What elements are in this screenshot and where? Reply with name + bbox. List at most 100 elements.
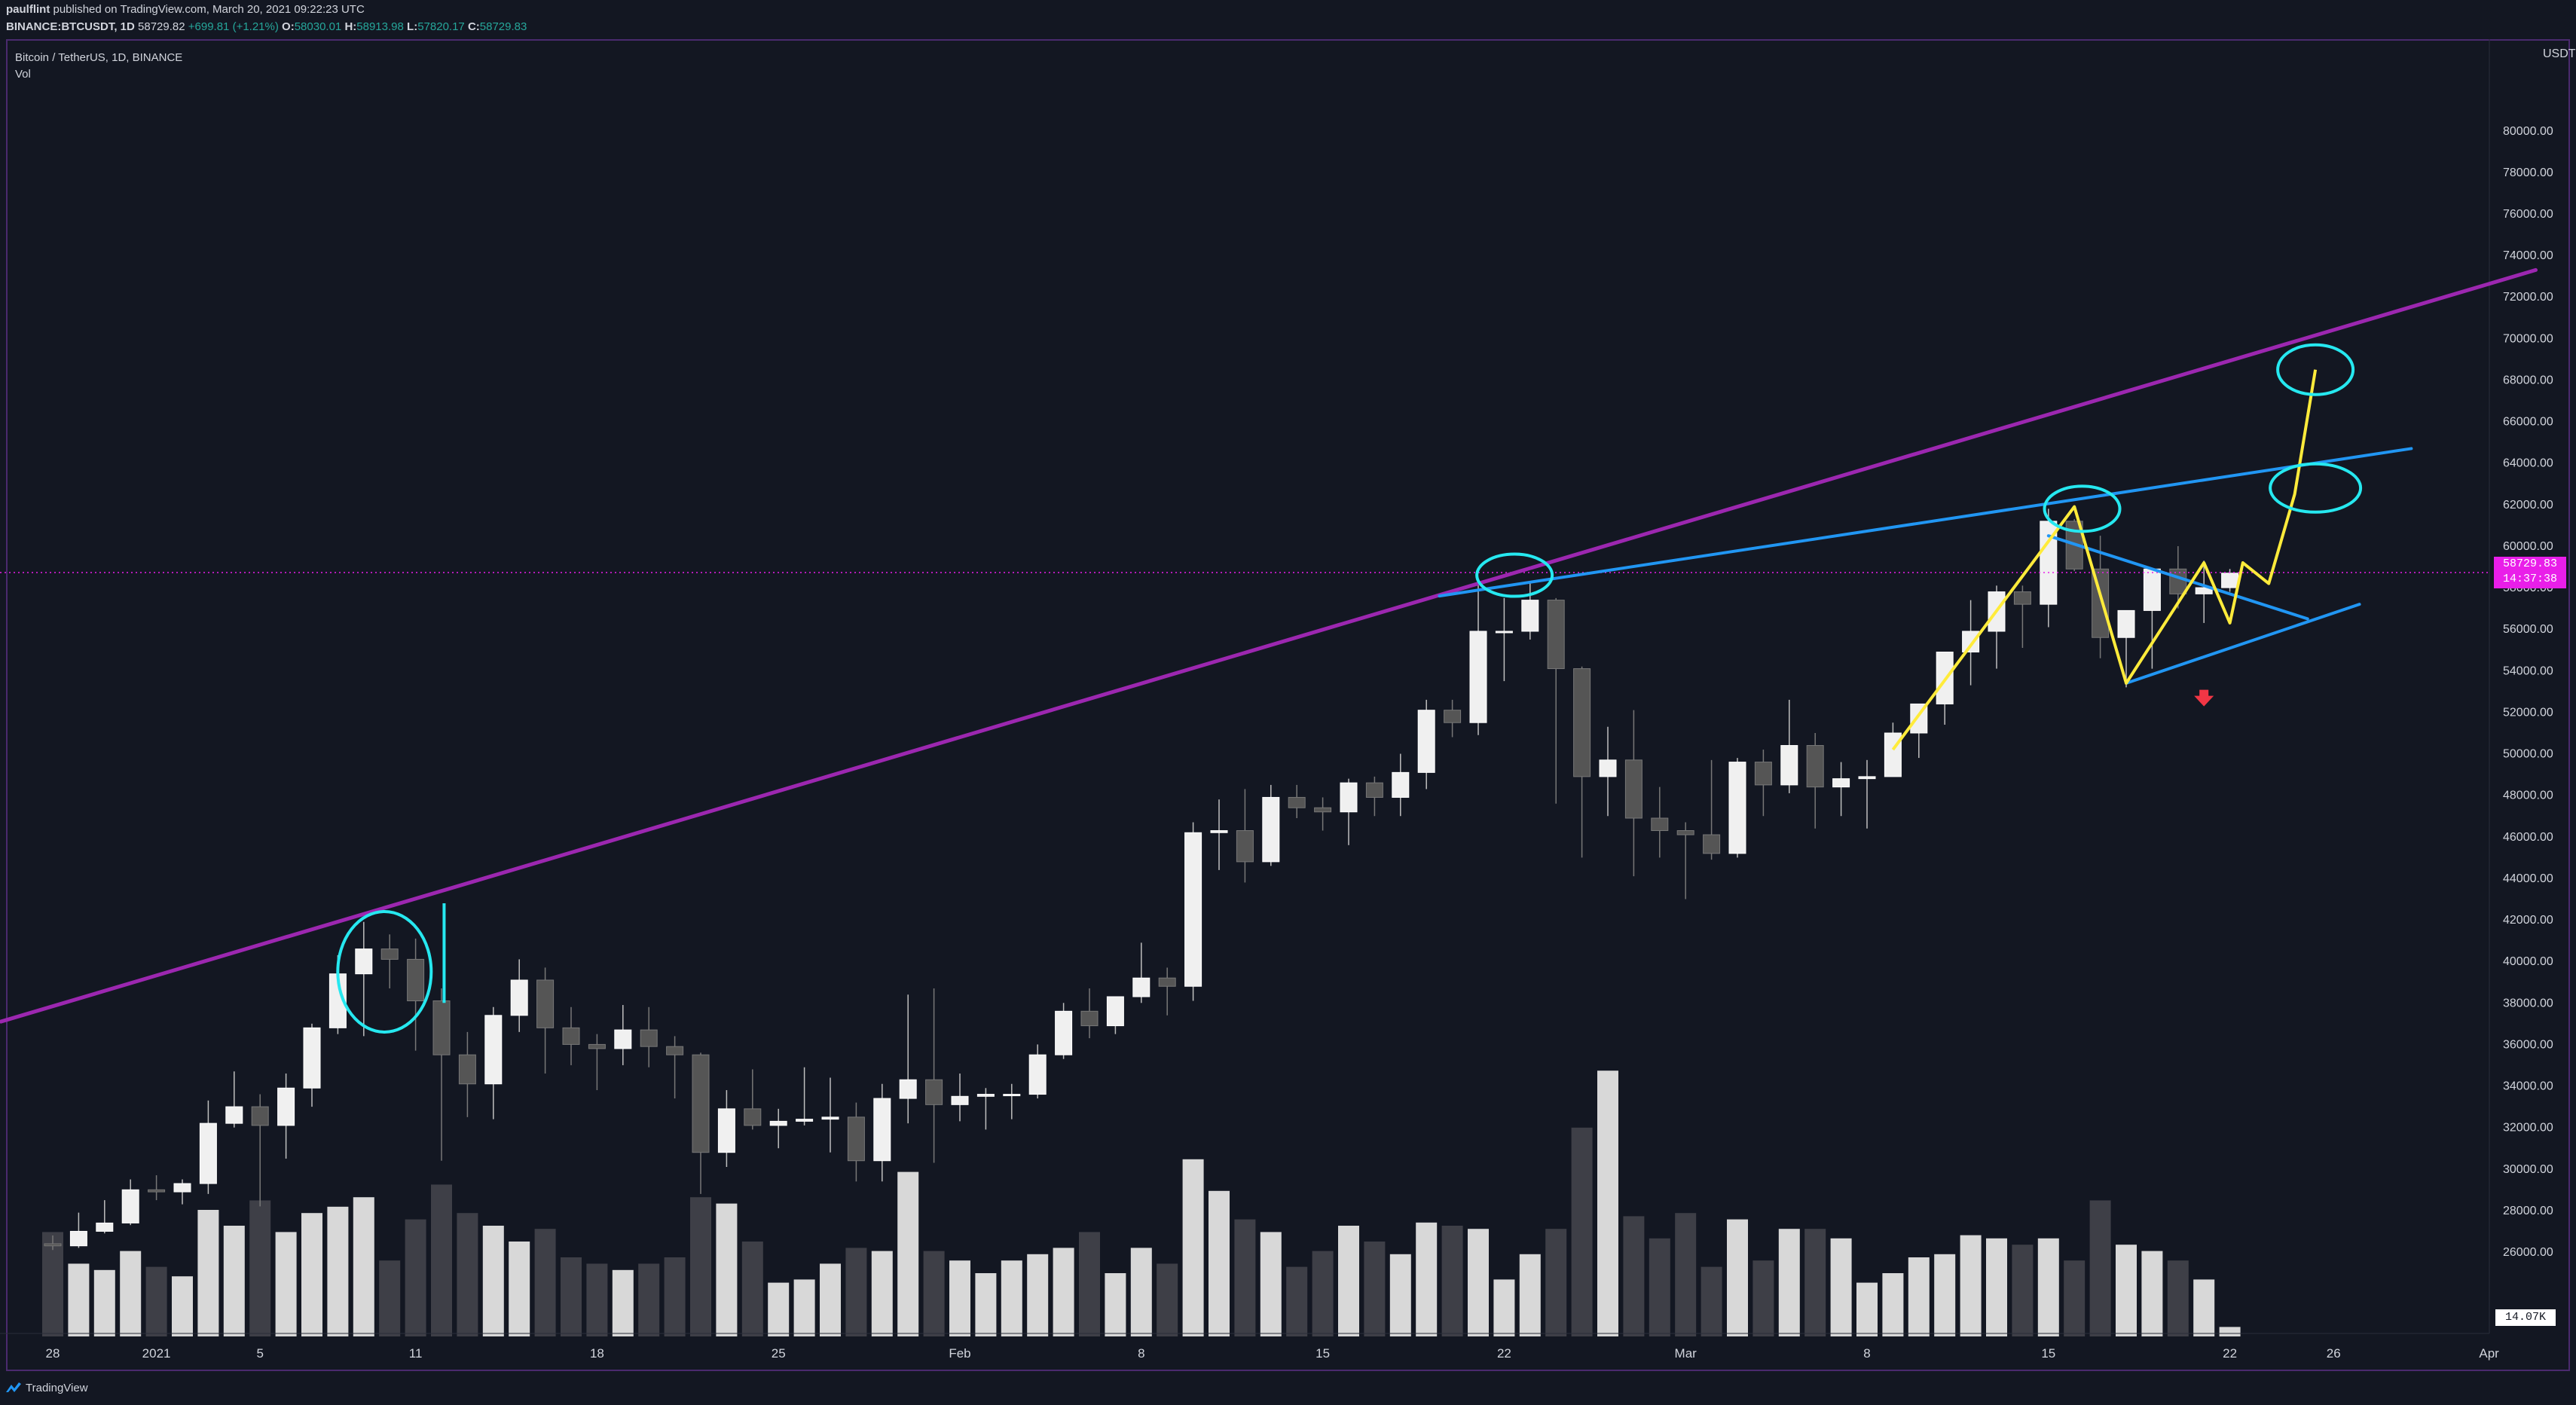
price-tick-label: 78000.00 bbox=[2503, 166, 2553, 179]
time-tick-label: 15 bbox=[2041, 1346, 2055, 1361]
time-tick-label: 8 bbox=[1863, 1346, 1870, 1361]
candle-body bbox=[1495, 631, 1513, 634]
volume-bar bbox=[1856, 1282, 1878, 1336]
volume-bar bbox=[1830, 1238, 1852, 1336]
cyan-circle-target-low bbox=[2269, 462, 2363, 514]
price-tick-label: 64000.00 bbox=[2503, 457, 2553, 470]
candle-body bbox=[1262, 796, 1280, 863]
footer-brand[interactable]: TradingView bbox=[26, 1382, 88, 1394]
volume-bar bbox=[2116, 1245, 2137, 1336]
candle-body bbox=[951, 1095, 969, 1105]
volume-bar bbox=[223, 1226, 245, 1336]
cyan-circle-mar-high bbox=[2043, 484, 2122, 533]
candle-body bbox=[1236, 830, 1254, 863]
time-tick-label: 25 bbox=[772, 1346, 786, 1361]
volume-bar bbox=[1804, 1229, 1826, 1336]
candle-body bbox=[1080, 1010, 1099, 1027]
volume-bar bbox=[1260, 1232, 1282, 1336]
price-chart[interactable]: USDT 80000.00 78000.00 76000.00 74000.00 7200… bbox=[0, 39, 2576, 1373]
candle-body bbox=[1184, 832, 1202, 987]
price-tick-label: 50000.00 bbox=[2503, 748, 2553, 761]
candle-body bbox=[562, 1027, 580, 1045]
drawings bbox=[0, 267, 2538, 1034]
candle-body bbox=[717, 1108, 735, 1153]
price-tick-label: 46000.00 bbox=[2503, 831, 2553, 844]
red-down-arrow-icon bbox=[2194, 689, 2214, 707]
candle-body bbox=[407, 958, 425, 1002]
volume-bar bbox=[1105, 1273, 1126, 1336]
symbol-label: BINANCE:BTCUSDT, 1D bbox=[6, 20, 135, 33]
volume-bar bbox=[1234, 1219, 1256, 1336]
close-label: C: bbox=[467, 20, 480, 33]
volume-bar bbox=[2064, 1260, 2086, 1336]
price-tick-label: 38000.00 bbox=[2503, 997, 2553, 1009]
volume-bar bbox=[690, 1197, 711, 1336]
price-tick-label: 56000.00 bbox=[2503, 623, 2553, 636]
candle-body bbox=[744, 1108, 762, 1126]
candle-body bbox=[458, 1054, 476, 1085]
price-tick-label: 62000.00 bbox=[2503, 499, 2553, 512]
purple-trendline bbox=[0, 267, 2538, 1024]
volume-bar bbox=[1312, 1251, 1334, 1336]
candle-body bbox=[1651, 817, 1669, 832]
price-tick-label: 74000.00 bbox=[2503, 249, 2553, 262]
volume-bar bbox=[1701, 1266, 1722, 1336]
time-tick-label: Feb bbox=[949, 1346, 970, 1361]
candle-body bbox=[1055, 1010, 1073, 1055]
candle-body bbox=[1832, 778, 1850, 788]
candle-body bbox=[925, 1079, 943, 1105]
candle-body bbox=[1806, 745, 1824, 788]
volume-bar bbox=[1597, 1071, 1618, 1336]
candle-body bbox=[1340, 782, 1358, 813]
candle-body bbox=[2221, 573, 2239, 588]
last-price: 58729.82 bbox=[138, 20, 185, 33]
candle-body bbox=[640, 1029, 658, 1047]
time-tick-label: Apr bbox=[2479, 1346, 2499, 1361]
blue-triangle-lower bbox=[2125, 603, 2361, 685]
price-tick-label: 52000.00 bbox=[2503, 706, 2553, 719]
time-tick-label: 22 bbox=[1497, 1346, 1511, 1361]
candle-body bbox=[666, 1046, 684, 1055]
candle-body bbox=[225, 1106, 243, 1124]
candle-body bbox=[380, 948, 399, 960]
candle-body bbox=[1858, 776, 1876, 780]
candle-body bbox=[121, 1189, 139, 1223]
volume-bar bbox=[1209, 1190, 1230, 1336]
open-value: 58030.01 bbox=[294, 20, 342, 33]
time-tick-label: 2021 bbox=[142, 1346, 171, 1361]
candle-body bbox=[1417, 710, 1435, 773]
candle-body bbox=[536, 979, 555, 1028]
candle-body bbox=[1547, 600, 1565, 670]
volume-bar bbox=[1079, 1232, 1100, 1336]
volume-bar bbox=[561, 1257, 582, 1336]
candle-body bbox=[1314, 807, 1332, 813]
tradingview-logo-icon[interactable] bbox=[6, 1382, 21, 1394]
volume-bar bbox=[534, 1229, 556, 1336]
price-tick-label: 68000.00 bbox=[2503, 374, 2553, 386]
candle-body bbox=[1003, 1094, 1021, 1097]
legend-title: Bitcoin / TetherUS, 1D, BINANCE bbox=[15, 51, 183, 64]
volume-bar bbox=[1338, 1226, 1359, 1336]
author-name[interactable]: paulflint bbox=[6, 3, 50, 16]
candle-body bbox=[1210, 830, 1228, 833]
price-tick-label: 40000.00 bbox=[2503, 955, 2553, 968]
publish-info: paulflint published on TradingView.com, … bbox=[6, 3, 365, 16]
last-price-tag: 58729.83 14:37:38 bbox=[2494, 557, 2566, 588]
time-tick-label: 8 bbox=[1138, 1346, 1144, 1361]
cyan-circle-feb-high bbox=[1475, 552, 1554, 598]
volume-bar bbox=[405, 1219, 426, 1336]
price-tick-label: 34000.00 bbox=[2503, 1080, 2553, 1093]
volume-bar bbox=[923, 1251, 945, 1336]
volume-bar bbox=[1571, 1127, 1593, 1336]
volume-bar bbox=[379, 1260, 401, 1336]
low-value: 57820.17 bbox=[417, 20, 465, 33]
volume-bar bbox=[1649, 1238, 1670, 1336]
volume-bar bbox=[275, 1232, 297, 1336]
volume-bar bbox=[172, 1276, 193, 1336]
candle-body bbox=[1728, 762, 1746, 854]
volume-bar bbox=[1623, 1216, 1645, 1336]
volume-bar bbox=[2141, 1251, 2163, 1336]
cyan-circle-target-high bbox=[2276, 343, 2355, 396]
volume-bar bbox=[1908, 1257, 1930, 1336]
volume-bar bbox=[1934, 1254, 1956, 1336]
